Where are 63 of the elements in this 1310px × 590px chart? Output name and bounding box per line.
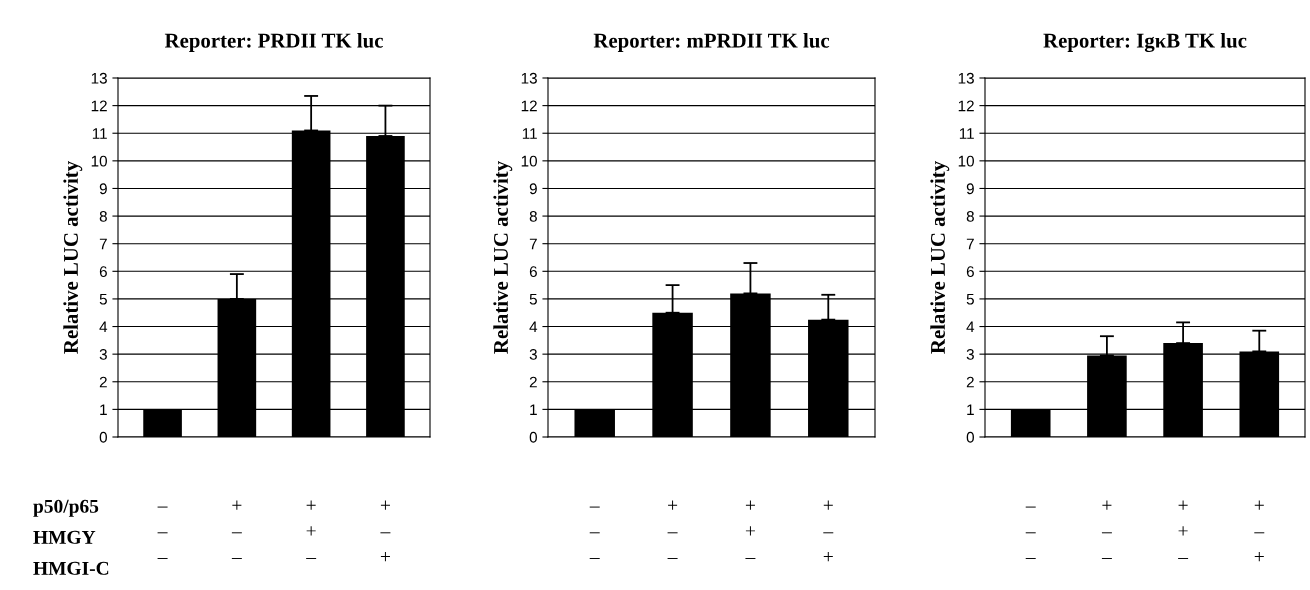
category-label: + – –: [1101, 500, 1112, 560]
y-tick-label: 3: [99, 349, 107, 360]
category-label: – – –: [157, 506, 168, 560]
y-tick-label: 1: [967, 404, 974, 415]
y-tick-label: 9: [99, 183, 107, 195]
category-label: – – –: [589, 506, 600, 560]
x-tick-label: + – +: [823, 500, 834, 562]
y-tick-label: 3: [966, 349, 974, 360]
y-tick-label: 4: [99, 321, 108, 333]
text: HMGI-C: [33, 561, 109, 575]
y-tick-label: 1: [530, 404, 537, 415]
y-tick-label: 7: [529, 238, 537, 250]
y-tick-label: 13: [958, 72, 974, 84]
y-axis-title: Relative LUC activity: [63, 161, 83, 354]
x-tick-label: + – +: [1254, 500, 1265, 562]
y-tick-label: 13: [521, 72, 537, 84]
x-tick-label: + + –: [306, 500, 317, 560]
y-tick-label: 10: [91, 155, 107, 167]
chart-title: Reporter: mPRDII TK luc: [593, 32, 830, 52]
y-tick-label: 4: [966, 321, 975, 333]
text: HMGY: [33, 530, 96, 544]
category-label: – – –: [1025, 506, 1036, 560]
y-tick-label: 12: [958, 100, 974, 112]
x-tick-label: + + –: [745, 500, 756, 560]
x-tick-label: + – +: [380, 500, 391, 562]
y-tick-label: 0: [529, 431, 537, 443]
y-tick-label: 6: [99, 266, 107, 277]
y-tick-label: 11: [959, 128, 974, 139]
y-axis-title: Relative LUC activity: [930, 161, 950, 354]
y-tick-label: 0: [99, 431, 107, 443]
y-tick-label: 6: [966, 266, 974, 277]
y-tick-label: 2: [966, 376, 974, 388]
y-tick-label: 11: [522, 128, 537, 139]
y-tick-label: 5: [99, 293, 107, 305]
y-tick-label: 12: [521, 100, 537, 112]
y-tick-label: 4: [529, 321, 538, 333]
text: p50/p65: [33, 499, 99, 517]
y-tick-label: 5: [966, 293, 974, 305]
y-tick-label: 2: [529, 376, 537, 388]
y-tick-label: 8: [966, 210, 974, 222]
y-tick-label: 5: [529, 293, 537, 305]
y-tick-label: 9: [966, 183, 974, 195]
category-label: + – –: [231, 500, 242, 560]
chart-title: Reporter: IgκB TK luc: [1043, 32, 1247, 53]
y-tick-label: 7: [966, 238, 974, 250]
y-tick-label: 11: [92, 128, 107, 139]
y-tick-label: 13: [91, 72, 107, 84]
y-tick-label: 10: [958, 155, 974, 167]
y-tick-label: 0: [966, 431, 974, 443]
y-tick-label: 1: [100, 404, 107, 415]
y-tick-label: 9: [529, 183, 537, 195]
y-tick-label: 7: [99, 238, 107, 250]
y-tick-label: 3: [529, 349, 537, 360]
y-tick-label: 12: [91, 100, 107, 112]
y-tick-label: 8: [99, 210, 107, 222]
y-tick-label: 10: [521, 155, 537, 167]
chart-title: Reporter: PRDII TK luc: [164, 32, 383, 52]
y-tick-label: 8: [529, 210, 537, 222]
category-label: + – –: [667, 500, 678, 560]
x-tick-label: + + –: [1178, 500, 1189, 560]
y-tick-label: 6: [529, 266, 537, 277]
y-tick-label: 2: [99, 376, 107, 388]
y-axis-title: Relative LUC activity: [493, 161, 513, 354]
